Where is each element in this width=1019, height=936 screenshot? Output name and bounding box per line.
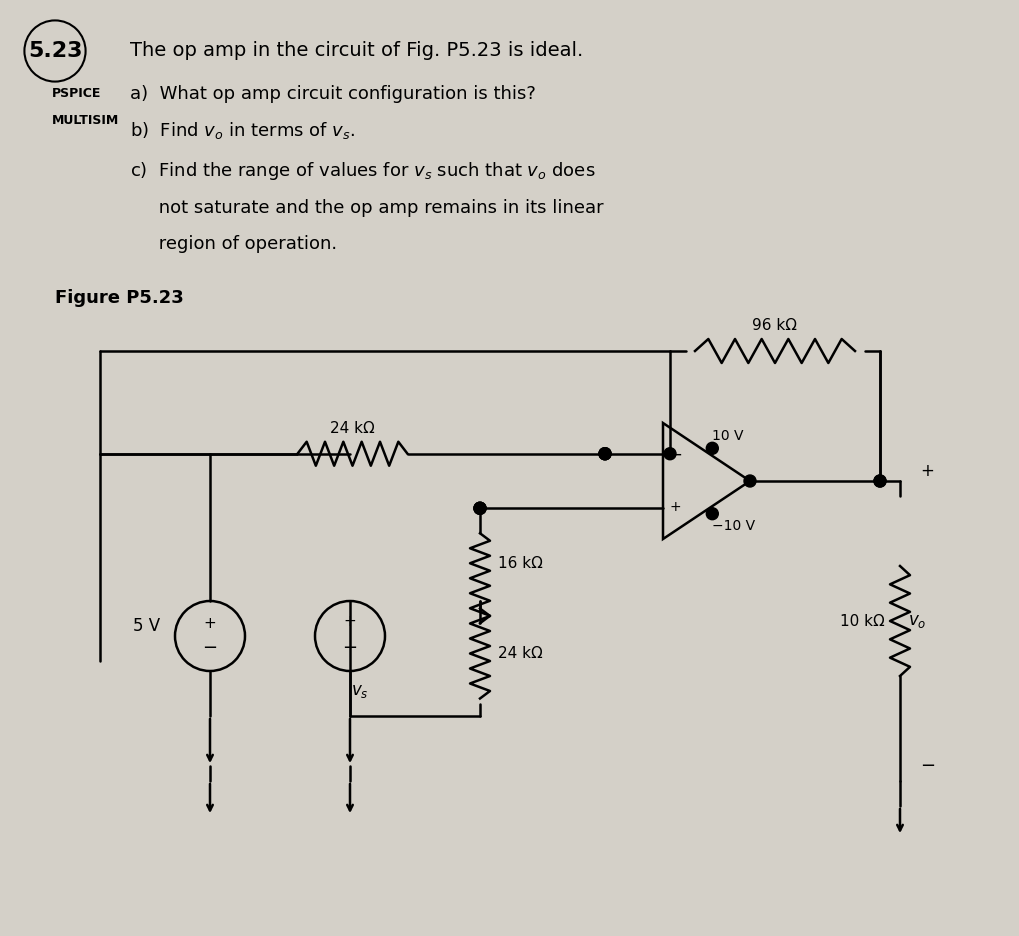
Text: 16 kΩ: 16 kΩ (497, 556, 542, 571)
Text: −: − (667, 446, 682, 464)
Text: +: + (343, 615, 356, 630)
Text: b)  Find $v_o$ in terms of $v_s$.: b) Find $v_o$ in terms of $v_s$. (129, 121, 355, 141)
Circle shape (598, 447, 610, 460)
Text: 10 kΩ: 10 kΩ (840, 613, 884, 628)
Text: not saturate and the op amp remains in its linear: not saturate and the op amp remains in i… (129, 199, 603, 217)
Text: a)  What op amp circuit configuration is this?: a) What op amp circuit configuration is … (129, 85, 535, 103)
Text: $v_s$: $v_s$ (351, 682, 369, 700)
Text: 10 V: 10 V (711, 430, 743, 444)
Circle shape (743, 475, 755, 487)
Text: MULTISIM: MULTISIM (52, 114, 119, 127)
Circle shape (474, 503, 485, 514)
Text: 96 kΩ: 96 kΩ (752, 318, 797, 333)
Circle shape (663, 447, 676, 460)
Text: −: − (202, 639, 217, 657)
Text: +: + (204, 617, 216, 632)
Text: $v_o$: $v_o$ (907, 612, 925, 630)
Circle shape (474, 503, 485, 514)
Text: PSPICE: PSPICE (52, 87, 101, 100)
Circle shape (474, 503, 485, 514)
Text: The op amp in the circuit of Fig. P5.23 is ideal.: The op amp in the circuit of Fig. P5.23 … (129, 41, 583, 61)
Text: +: + (919, 462, 933, 480)
Text: −: − (342, 639, 358, 657)
Text: −: − (919, 757, 934, 775)
Circle shape (705, 443, 717, 454)
Text: 24 kΩ: 24 kΩ (497, 646, 542, 661)
Text: −10 V: −10 V (711, 519, 755, 533)
Circle shape (873, 475, 886, 487)
Text: 5 V: 5 V (132, 617, 160, 635)
Text: 24 kΩ: 24 kΩ (330, 421, 375, 436)
Text: region of operation.: region of operation. (129, 235, 337, 253)
Circle shape (873, 475, 886, 487)
Text: c)  Find the range of values for $v_s$ such that $v_o$ does: c) Find the range of values for $v_s$ su… (129, 160, 595, 182)
Text: Figure P5.23: Figure P5.23 (55, 289, 183, 307)
Text: +: + (668, 500, 680, 514)
Circle shape (598, 447, 610, 460)
Circle shape (705, 507, 717, 519)
Text: 5.23: 5.23 (28, 41, 83, 61)
Circle shape (598, 447, 610, 460)
